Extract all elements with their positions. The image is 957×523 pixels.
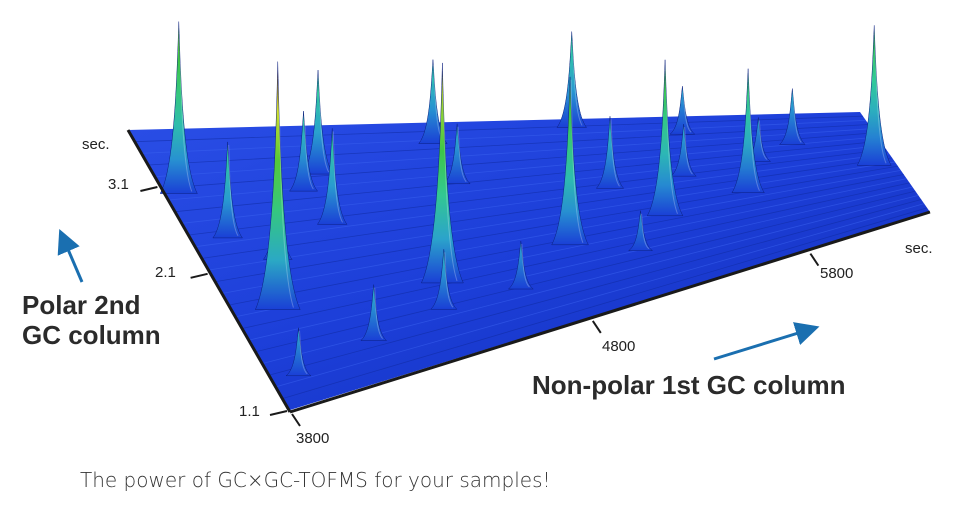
x-tick <box>291 413 301 427</box>
peak <box>646 59 684 217</box>
surface-base-plane <box>128 112 930 410</box>
axis-ticks <box>140 186 820 427</box>
surface-ridge <box>134 115 863 143</box>
y-tick-label-1-1: 1.1 <box>239 403 260 420</box>
y-axis-title-line1: Polar 2nd <box>22 290 141 320</box>
peak <box>778 88 806 145</box>
surface-ridge <box>208 161 896 271</box>
peak <box>669 86 696 135</box>
peak-highlight <box>318 73 330 173</box>
y-axis-title: Polar 2nd GC column <box>22 290 161 350</box>
peak-highlight <box>758 120 768 160</box>
peak-highlight <box>444 252 454 308</box>
y-axis-title-line2: GC column <box>22 320 161 350</box>
peak-highlight <box>442 65 458 282</box>
x-tick-label-5800: 5800 <box>820 265 854 282</box>
y-tick-label-3-1: 3.1 <box>108 176 129 193</box>
y-tick <box>269 410 288 416</box>
surface-ridge <box>269 199 922 376</box>
peak <box>556 31 588 128</box>
y-axis-unit: sec. <box>82 136 110 153</box>
peak <box>360 284 388 341</box>
peak <box>316 128 348 225</box>
peak <box>595 116 625 189</box>
peak <box>507 240 534 290</box>
peak-highlight <box>792 91 802 143</box>
peak <box>420 62 464 284</box>
surface-ridge <box>195 153 890 248</box>
peak <box>443 123 471 185</box>
surface-ridge <box>202 157 893 259</box>
peak <box>285 327 312 377</box>
x-axis-line <box>289 210 931 414</box>
peak-highlight <box>610 119 620 187</box>
peak-highlight <box>228 144 239 237</box>
y-tick <box>140 186 158 192</box>
x-direction-arrow <box>713 322 820 361</box>
y-tick-label-2-1: 2.1 <box>155 264 176 281</box>
peak-highlight <box>570 79 584 244</box>
x-tick <box>809 253 820 267</box>
surface-ridge <box>249 186 913 341</box>
y-tick <box>190 272 208 279</box>
peak-highlight <box>665 62 678 214</box>
surface-ridge <box>235 178 907 318</box>
x-axis-unit: sec. <box>905 240 933 257</box>
surface-ridge <box>188 149 887 236</box>
peak <box>430 249 458 310</box>
peak-highlight <box>332 131 344 223</box>
peak-highlight <box>521 243 530 288</box>
peak-highlight <box>457 126 467 183</box>
peak-highlight <box>572 34 583 126</box>
peak-highlight <box>278 64 294 308</box>
peak-highlight <box>682 89 692 133</box>
peak <box>254 61 301 310</box>
y-direction-arrow <box>57 228 84 283</box>
peak-highlight <box>374 287 384 339</box>
x-tick <box>591 320 602 334</box>
x-tick-label-3800: 3800 <box>296 430 330 447</box>
caption: The power of GC×GC-TOFMS for your sample… <box>80 468 551 492</box>
peak <box>551 76 589 246</box>
peak-highlight <box>874 28 887 164</box>
peak-highlight <box>641 213 650 250</box>
peak-highlight <box>179 24 193 192</box>
peak-highlight <box>748 71 760 191</box>
peak <box>670 124 697 177</box>
surface-ridge <box>215 165 898 283</box>
peak-highlight <box>299 330 308 375</box>
peak-highlight <box>304 114 314 190</box>
peak <box>212 141 243 239</box>
peak <box>302 70 334 175</box>
peak <box>159 21 198 194</box>
surface-ridge <box>242 182 910 329</box>
peak <box>856 25 892 166</box>
peak <box>288 111 319 192</box>
peak <box>627 210 654 252</box>
x-tick-label-4800: 4800 <box>602 338 636 355</box>
peak-layer <box>159 21 892 377</box>
peak <box>731 68 765 193</box>
peak-highlight <box>684 127 693 175</box>
surface-ridge <box>256 190 916 353</box>
x-axis-title: Non-polar 1st GC column <box>532 370 846 400</box>
y-axis-line <box>126 129 292 413</box>
surface-ridge <box>283 207 928 399</box>
surface-ridge <box>276 203 925 388</box>
